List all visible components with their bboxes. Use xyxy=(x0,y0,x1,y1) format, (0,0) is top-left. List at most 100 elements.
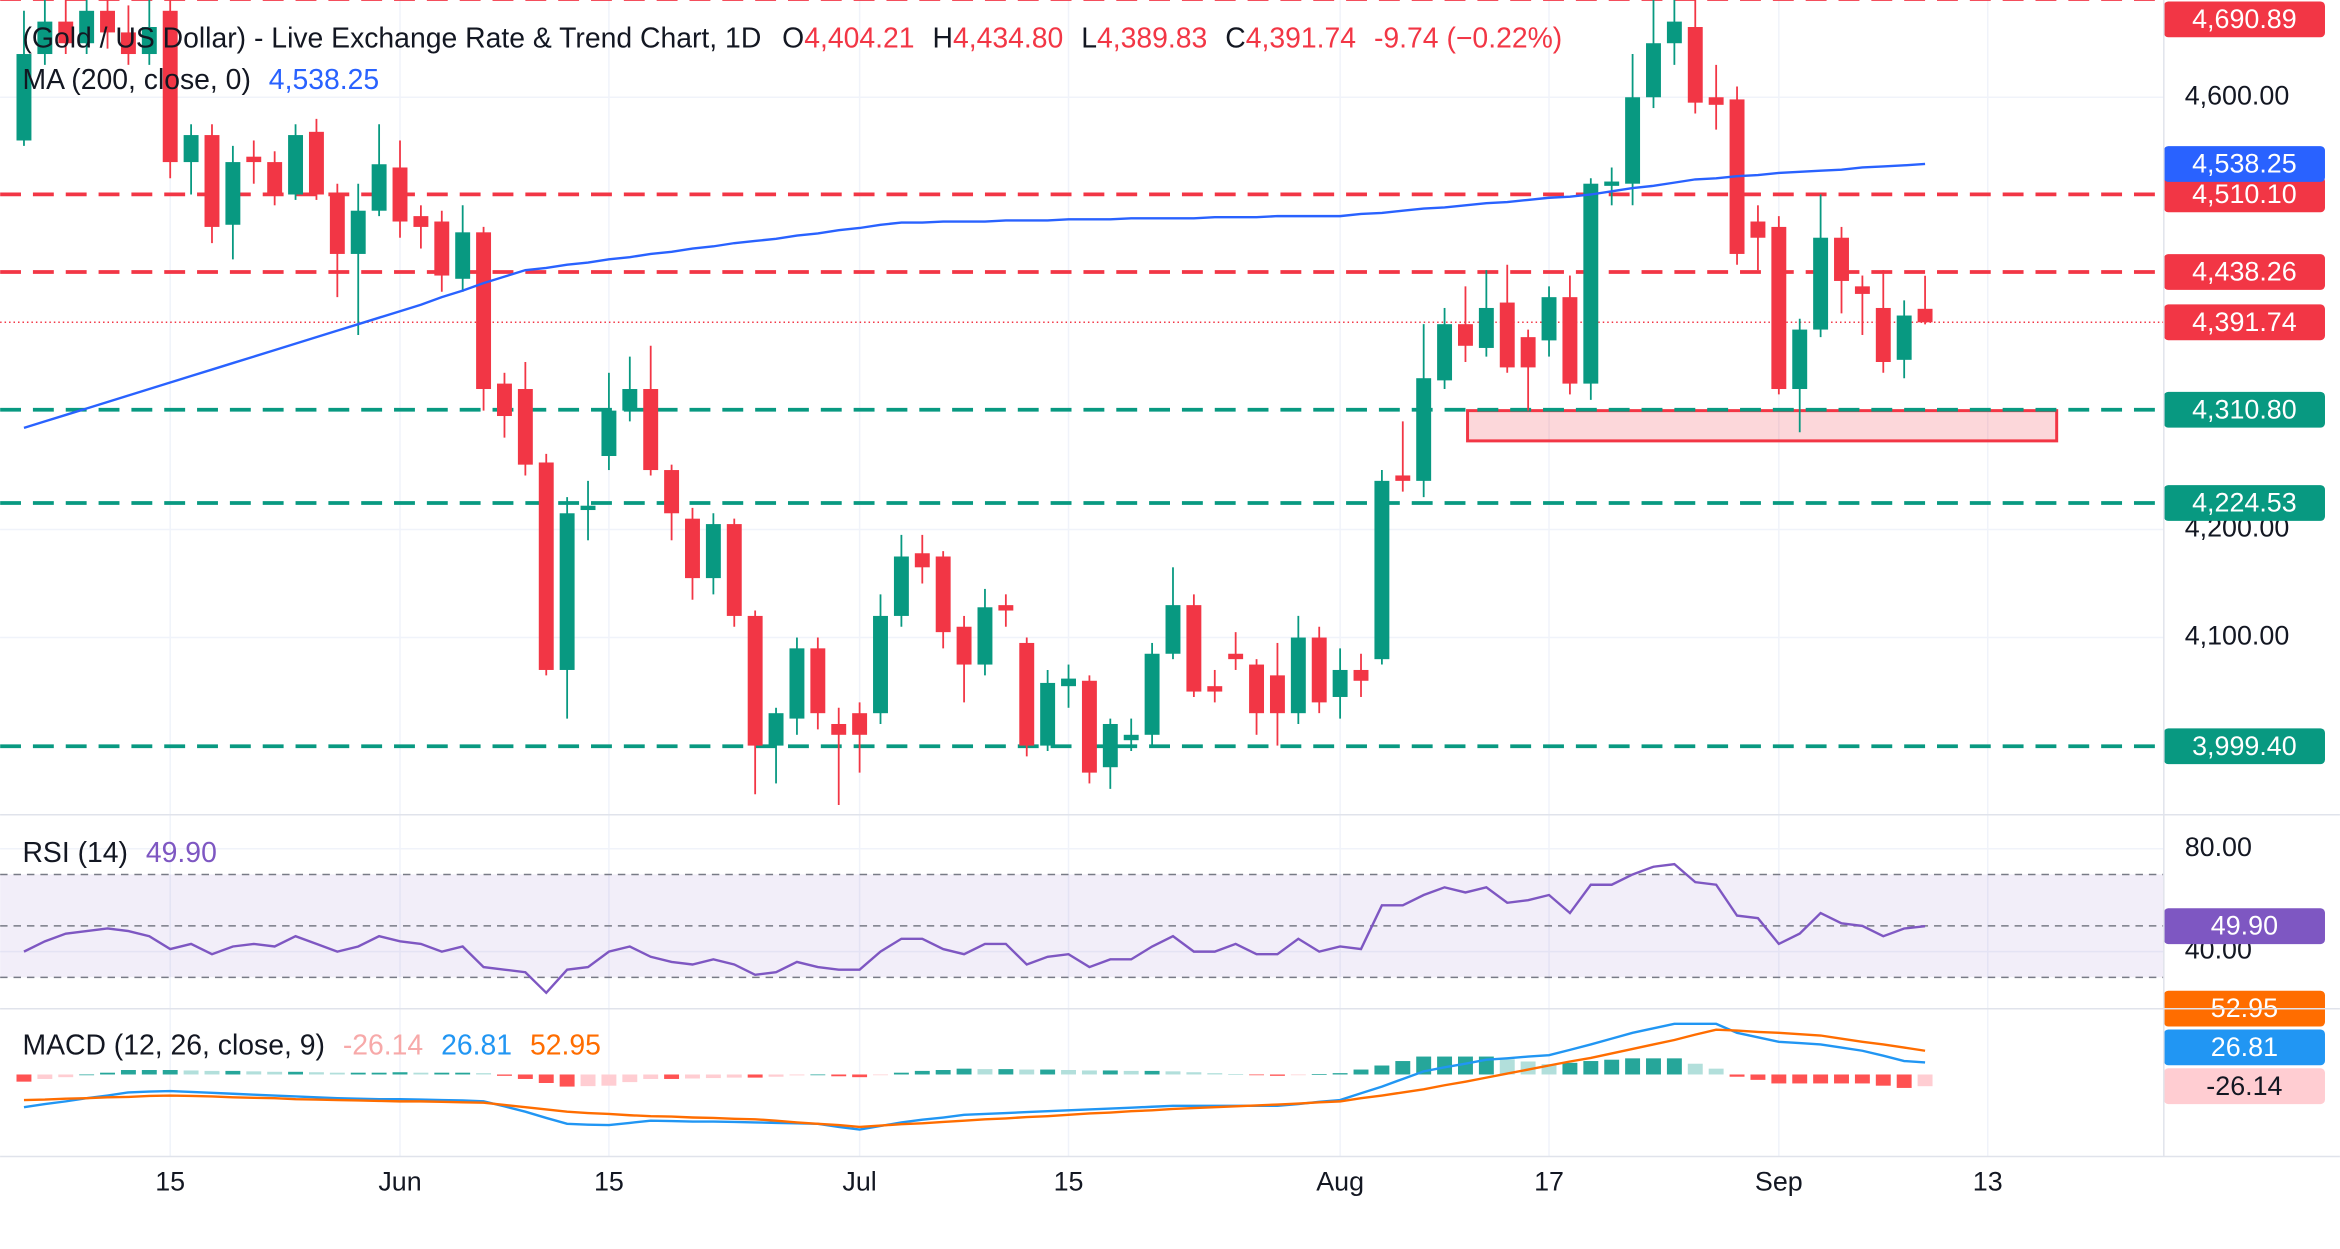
candle-body xyxy=(350,210,366,254)
macd-title: MACD (12, 26, close, 9) xyxy=(22,1030,324,1062)
x-tick-label: 15 xyxy=(594,1166,624,1196)
candle-body xyxy=(1875,307,1891,362)
histogram-label-text: -26.14 xyxy=(2206,1071,2282,1101)
histogram-bar xyxy=(1917,1074,1933,1087)
candle-body xyxy=(1541,297,1557,341)
candle-body xyxy=(1061,678,1076,687)
candle-body xyxy=(1332,669,1348,697)
candle-body xyxy=(58,21,74,44)
candle-body xyxy=(1207,686,1223,692)
x-tick-label: 13 xyxy=(1973,1166,2003,1196)
histogram-bar xyxy=(413,1072,429,1075)
candle-body xyxy=(1583,183,1599,384)
histogram-bar xyxy=(831,1074,847,1077)
histogram-bar xyxy=(1019,1069,1035,1075)
histogram-bar xyxy=(914,1070,930,1075)
histogram-bar xyxy=(120,1070,136,1075)
candle-body xyxy=(308,131,324,195)
histogram-bar xyxy=(726,1074,742,1078)
level-label-text: 4,690.89 xyxy=(2192,4,2297,34)
candle-body xyxy=(120,32,136,55)
rsi-label-text: 49.90 xyxy=(2211,911,2278,941)
ohlc-key: C xyxy=(1225,23,1245,55)
candle-body xyxy=(998,605,1014,611)
histogram-bar xyxy=(1854,1074,1870,1084)
ma-title: MA (200, close, 0) xyxy=(22,65,250,97)
candle-body xyxy=(664,470,680,514)
level-label-text: 4,310.80 xyxy=(2192,394,2297,424)
histogram-bar xyxy=(789,1074,805,1076)
candle-body xyxy=(1499,302,1515,368)
ma-line xyxy=(23,162,1926,430)
candle-body xyxy=(1708,97,1724,105)
plot-layer xyxy=(0,0,2164,1131)
level-label-box xyxy=(2163,485,2325,521)
histogram-bar xyxy=(1499,1059,1515,1075)
ma-legend: MA (200, close, 0) 4,538.25 xyxy=(22,65,379,97)
level-label-box xyxy=(2163,254,2325,290)
level-label-box xyxy=(2163,391,2325,428)
last-price-label-box xyxy=(2163,304,2325,341)
candle-body xyxy=(810,648,826,714)
histogram-bar xyxy=(204,1070,220,1075)
histogram-bar xyxy=(956,1068,972,1075)
candle-body xyxy=(1771,226,1787,390)
candle-body xyxy=(79,10,95,44)
histogram-bar xyxy=(1061,1070,1076,1075)
histogram-bar xyxy=(288,1071,304,1075)
histogram-bar xyxy=(893,1072,909,1075)
histogram-bar xyxy=(1625,1058,1641,1075)
ohlc-key: L xyxy=(1081,23,1097,55)
axis-layer: 15 Jun 15 Jul 15 Aug 17 Sep 134,100.004,200.004,… xyxy=(155,1,2325,1196)
histogram-bar xyxy=(935,1070,951,1075)
candle-body xyxy=(1123,734,1139,741)
y-tick-label: 80.00 xyxy=(2185,832,2252,862)
candle-body xyxy=(100,10,115,33)
histogram-bar xyxy=(1081,1070,1097,1075)
histogram-bar xyxy=(685,1074,700,1079)
candle-body xyxy=(893,556,909,616)
histogram-bar xyxy=(1123,1070,1139,1075)
ma-value: 4,538.25 xyxy=(269,65,379,97)
signal-line xyxy=(23,1028,1926,1129)
rsi-line xyxy=(23,862,1926,995)
histogram-bar xyxy=(1562,1062,1578,1075)
macd-label-text: 26.81 xyxy=(2211,1032,2278,1062)
candle-body xyxy=(392,167,408,222)
histogram-bar xyxy=(1437,1056,1453,1075)
histogram-bar xyxy=(873,1074,888,1076)
candle-body xyxy=(1186,605,1202,692)
candle-body xyxy=(413,216,429,227)
rsi-label-box xyxy=(2163,908,2325,945)
candle-body xyxy=(1625,97,1641,184)
candle-body xyxy=(1269,675,1285,714)
histogram-bar xyxy=(497,1074,512,1076)
x-tick-label: Jun xyxy=(378,1166,421,1196)
histogram-bar xyxy=(455,1072,471,1075)
histogram-bar xyxy=(392,1072,408,1075)
histogram-bar xyxy=(1374,1065,1390,1075)
candle-body xyxy=(1917,308,1933,323)
histogram-bar xyxy=(1165,1071,1181,1075)
candle-body xyxy=(1249,664,1265,714)
histogram-bar xyxy=(1541,1064,1557,1075)
candle-body xyxy=(1311,637,1327,703)
level-label-text: 4,510.10 xyxy=(2192,179,2297,209)
ma-label-text: 4,538.25 xyxy=(2192,149,2297,179)
header-title: (Gold / US Dollar) - Live Exchange Rate … xyxy=(22,23,761,55)
histogram-bar xyxy=(37,1074,53,1079)
histogram-bar xyxy=(1269,1074,1285,1076)
candle-body xyxy=(601,410,617,457)
histogram-bar xyxy=(1332,1073,1348,1075)
candle-body xyxy=(1102,723,1118,768)
candle-body xyxy=(852,713,868,735)
x-tick-label: 15 xyxy=(155,1166,185,1196)
histogram-bar xyxy=(622,1074,638,1083)
histogram-bar xyxy=(1896,1074,1912,1088)
candle-body xyxy=(246,156,262,163)
candle-body xyxy=(37,21,53,55)
histogram-bar xyxy=(1666,1058,1682,1075)
grid-layer xyxy=(0,0,2164,1157)
x-tick-label: Jul xyxy=(842,1166,876,1196)
